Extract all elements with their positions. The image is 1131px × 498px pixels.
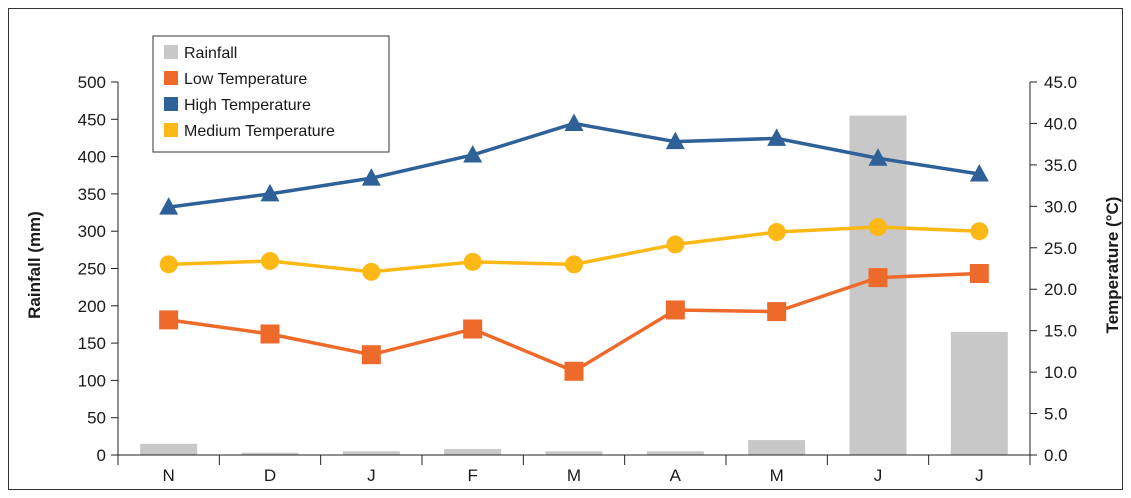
rainfall-bar-6	[646, 451, 704, 455]
chart: 0 50 100 150 200 250 300 350 400 450 500 0.0 5.0 10.0…	[8, 8, 1123, 490]
right-tick-label-30.0: 30.0	[1044, 197, 1077, 216]
x-tick-label-8: J	[874, 466, 883, 485]
high-temperature-marker-5	[564, 113, 584, 131]
medium-temperature-marker-8	[869, 218, 887, 237]
left-tick-label-200: 200	[78, 297, 106, 316]
low-temperature-marker-9	[969, 263, 989, 283]
low-temperature-marker-3	[361, 345, 381, 365]
left-axis-title: Rainfall (mm)	[25, 211, 44, 319]
x-tick-label-2: D	[264, 466, 276, 485]
axes: 0 50 100 150 200 250 300 350 400 450 500 0.0 5.0 10.0…	[78, 73, 1077, 485]
legend-label-medium-temperature: Medium Temperature	[184, 123, 335, 140]
rainfall-bar-4	[444, 449, 502, 455]
left-tick-label-100: 100	[78, 371, 106, 390]
x-tick-label-5: M	[567, 466, 581, 485]
left-tick-label-50: 50	[87, 409, 106, 428]
low-temperature-marker-8	[868, 268, 888, 288]
right-tick-label-20.0: 20.0	[1044, 280, 1077, 299]
medium-temperature-marker-7	[767, 223, 786, 242]
medium-temperature-marker-5	[565, 255, 583, 274]
legend-swatch-medium-temperature	[164, 123, 178, 137]
right-tick-label-45.0: 45.0	[1044, 73, 1077, 92]
x-tick-label-4: F	[467, 466, 477, 485]
rainfall-bar-7	[748, 440, 806, 455]
right-tick-label-25.0: 25.0	[1044, 239, 1077, 258]
medium-temperature-marker-4	[463, 252, 482, 271]
high-temperature-marker-2	[260, 183, 280, 202]
medium-temperature-marker-6	[666, 235, 685, 254]
legend-label-rainfall: Rainfall	[184, 45, 237, 62]
left-tick-label-450: 450	[78, 110, 106, 129]
temperature-markers	[159, 113, 989, 381]
low-temperature-marker-6	[665, 300, 685, 320]
x-tick-label-3: J	[367, 466, 376, 485]
rainfall-bar-3	[342, 451, 400, 455]
legend-swatch-high-temperature	[164, 97, 178, 111]
right-tick-label-40.0: 40.0	[1044, 114, 1077, 133]
left-tick-label-300: 300	[78, 222, 106, 241]
left-tick-label-400: 400	[78, 148, 106, 167]
legend-swatch-low-temperature	[164, 71, 178, 85]
x-tick-label-7: M	[770, 466, 784, 485]
high-temperature-marker-9	[969, 164, 989, 182]
medium-temperature-marker-1	[159, 255, 178, 274]
chart-border	[8, 8, 1123, 490]
low-temperature-marker-1	[159, 310, 179, 330]
high-temperature-marker-8	[868, 148, 888, 166]
legend-label-low-temperature: Low Temperature	[184, 71, 307, 88]
low-temperature-marker-7	[767, 302, 787, 322]
left-tick-label-0: 0	[97, 446, 106, 465]
left-tick-label-350: 350	[78, 185, 106, 204]
low-temperature-marker-4	[463, 319, 483, 339]
right-tick-label-15.0: 15.0	[1044, 322, 1077, 341]
high-temperature-marker-6	[665, 131, 685, 150]
high-temperature-marker-3	[361, 168, 381, 186]
rainfall-bar-2	[241, 452, 299, 455]
legend-label-high-temperature: High Temperature	[184, 97, 311, 114]
x-tick-label-9: J	[975, 466, 984, 485]
right-tick-label-10.0: 10.0	[1044, 363, 1077, 382]
legend-swatch-rainfall	[164, 45, 178, 59]
medium-temperature-marker-3	[362, 262, 381, 281]
rainfall-bar-1	[140, 443, 198, 455]
left-tick-label-500: 500	[78, 73, 106, 92]
low-temperature-marker-2	[260, 324, 280, 344]
x-tick-label-6: A	[670, 466, 682, 485]
rainfall-bar-5	[545, 451, 603, 455]
high-temperature-marker-7	[767, 128, 787, 146]
right-tick-label-5.0: 5.0	[1044, 405, 1068, 424]
high-temperature-marker-4	[463, 144, 483, 163]
right-axis-title: Temperature (°C)	[1103, 197, 1122, 334]
medium-temperature-marker-2	[261, 252, 279, 271]
right-tick-label-0.0: 0.0	[1044, 446, 1068, 465]
right-tick-label-35.0: 35.0	[1044, 156, 1077, 175]
legend-box	[152, 35, 390, 153]
x-tick-label-1: N	[163, 466, 175, 485]
high-temperature-marker-1	[159, 197, 179, 215]
rainfall-bar-9	[950, 331, 1008, 455]
chart-frame: 0 50 100 150 200 250 300 350 400 450 500 0.0 5.0 10.0…	[8, 8, 1123, 490]
left-tick-label-150: 150	[78, 334, 106, 353]
low-temperature-marker-5	[564, 361, 584, 381]
legend: Rainfall Low Temperature High Temperature M…	[152, 35, 390, 153]
medium-temperature-marker-9	[970, 222, 989, 241]
left-tick-label-250: 250	[78, 260, 106, 279]
